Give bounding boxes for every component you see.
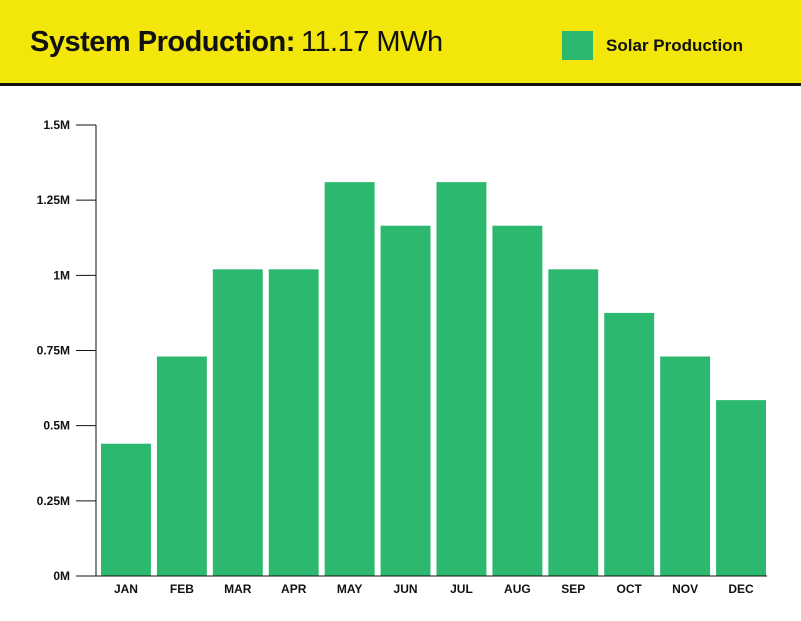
bar-chart: 0M 0.25M 0.5M 0.75M 1M 1.25M 1.5M JAN FEB MAR APR… (37, 118, 767, 596)
chart-title: System Production: 11.17 MWh (30, 26, 443, 59)
x-tick-label: OCT (617, 582, 643, 596)
chart-header: System Production: 11.17 MWh Solar Produc… (0, 0, 801, 86)
bar-jun (380, 225, 431, 576)
y-tick-label: 0.75M (37, 344, 70, 358)
y-tick-label: 0M (53, 569, 70, 583)
x-tick-label: AUG (504, 582, 531, 596)
bar-jan (101, 443, 151, 576)
y-tick-label: 1M (53, 268, 70, 282)
y-tick-label: 1.5M (43, 118, 70, 132)
x-tick-label: DEC (728, 582, 754, 596)
legend-swatch (562, 31, 593, 60)
x-tick-label: JUN (394, 582, 418, 596)
bar-oct (604, 312, 655, 576)
x-tick-label: JUL (450, 582, 473, 596)
title-label: System Production: (30, 26, 295, 58)
legend-label: Solar Production (606, 35, 743, 55)
bar-jul (436, 182, 487, 577)
bar-nov (660, 356, 711, 576)
y-axis: 0M 0.25M 0.5M 0.75M 1M 1.25M 1.5M (37, 118, 97, 583)
x-tick-label: FEB (170, 582, 194, 596)
bar-dec (716, 400, 766, 576)
y-tick-label: 0.25M (37, 494, 70, 508)
bar-mar (212, 269, 263, 576)
x-tick-label: JAN (114, 582, 138, 596)
x-tick-label: NOV (672, 582, 698, 596)
bar-may (324, 182, 375, 577)
bars (101, 182, 766, 577)
bar-aug (492, 225, 543, 576)
x-tick-label: SEP (561, 582, 585, 596)
y-tick-label: 0.5M (43, 419, 70, 433)
x-tick-label: APR (281, 582, 307, 596)
bar-sep (548, 269, 599, 576)
x-tick-label: MAR (224, 582, 252, 596)
title-value: 11.17 MWh (300, 26, 443, 58)
y-tick-label: 1.25M (37, 193, 70, 207)
x-tick-label: MAY (337, 582, 363, 596)
bar-apr (268, 269, 319, 576)
x-axis: JAN FEB MAR APR MAY JUN JUL AUG SEP OCT NOV DEC (76, 575, 767, 596)
bar-feb (156, 356, 207, 576)
legend: Solar Production (562, 31, 743, 60)
